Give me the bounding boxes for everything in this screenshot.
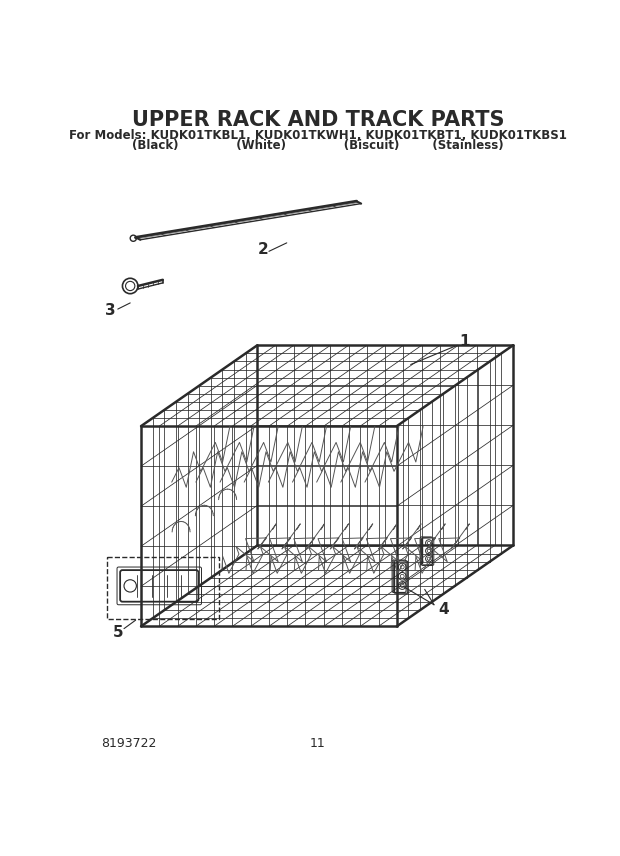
- Text: 3: 3: [105, 303, 115, 318]
- Text: 4: 4: [438, 602, 449, 617]
- Text: 11: 11: [310, 737, 326, 750]
- Text: (Black)              (White)              (Biscuit)        (Stainless): (Black) (White) (Biscuit) (Stainless): [132, 139, 503, 152]
- Text: UPPER RACK AND TRACK PARTS: UPPER RACK AND TRACK PARTS: [131, 110, 504, 129]
- Text: 8193722: 8193722: [100, 737, 156, 750]
- Bar: [107, 557, 219, 619]
- Text: 5: 5: [112, 625, 123, 640]
- Text: For Models: KUDK01TKBL1, KUDK01TKWH1, KUDK01TKBT1, KUDK01TKBS1: For Models: KUDK01TKBL1, KUDK01TKWH1, KU…: [69, 128, 567, 141]
- Text: 1: 1: [460, 334, 470, 349]
- Text: 2: 2: [258, 241, 269, 257]
